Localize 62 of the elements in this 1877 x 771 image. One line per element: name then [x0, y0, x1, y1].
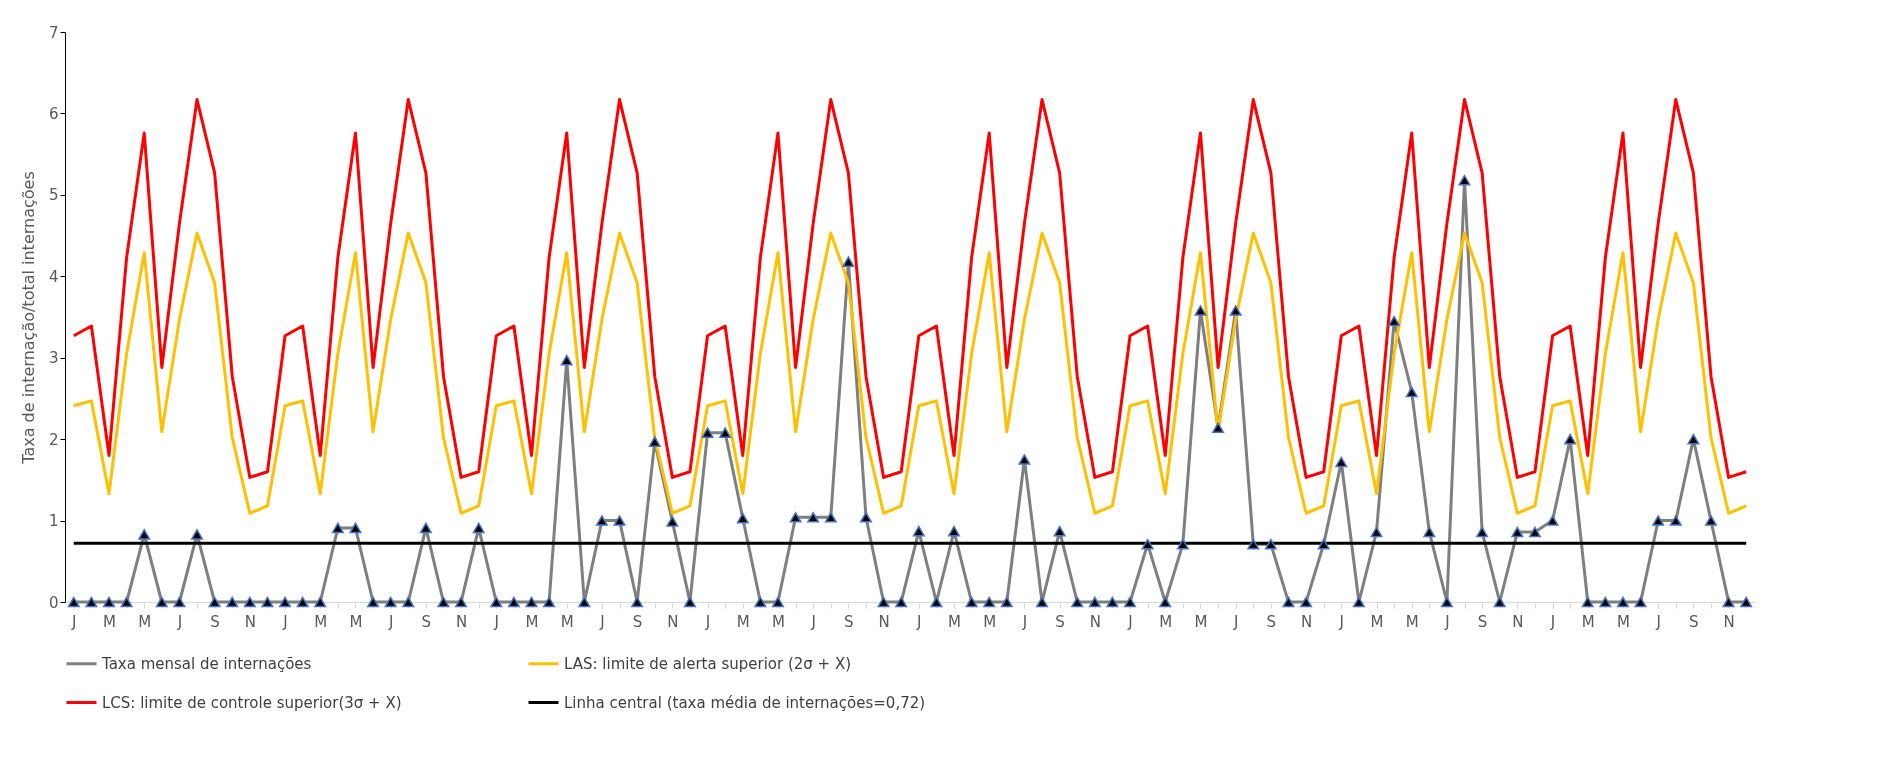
- x-tick-label: S: [210, 612, 220, 631]
- x-tick-label: M: [1370, 612, 1384, 631]
- y-tick-label: 0: [48, 593, 59, 612]
- x-tick-label: S: [844, 612, 854, 631]
- x-tick-label: S: [1689, 612, 1699, 631]
- y-tick-label: 1: [48, 512, 59, 531]
- x-tick-label: M: [1159, 612, 1173, 631]
- x-tick-label: J: [1549, 612, 1556, 631]
- x-tick-label: J: [1127, 612, 1133, 631]
- x-tick-label: M: [560, 612, 574, 631]
- x-tick-label: J: [810, 612, 816, 631]
- x-tick-label: J: [282, 612, 288, 631]
- x-tick-label: S: [1266, 612, 1277, 631]
- x-tick-label: M: [103, 612, 116, 631]
- x-tick-label: S: [632, 612, 643, 631]
- y-tick-label: 6: [48, 104, 59, 123]
- x-tick-label: M: [1616, 612, 1630, 631]
- x-tick-label: N: [878, 612, 890, 631]
- x-tick-label: N: [455, 612, 468, 631]
- x-tick-label: M: [525, 612, 539, 631]
- x-tick-label: M: [983, 612, 997, 631]
- x-tick-label: M: [314, 612, 328, 631]
- y-axis-title: Taxa de internação/total internações: [18, 171, 38, 465]
- y-tick-label: 3: [48, 349, 59, 368]
- x-tick-label: M: [948, 612, 961, 631]
- x-tick-label: J: [387, 612, 394, 631]
- legend-label: LCS: limite de controle superior(3σ + X): [102, 693, 402, 712]
- x-tick-label: J: [1338, 612, 1345, 631]
- y-tick-label: 5: [48, 186, 59, 205]
- x-tick-label: J: [1021, 612, 1028, 631]
- x-tick-label: J: [599, 612, 605, 631]
- x-tick-label: J: [1232, 612, 1239, 631]
- x-tick-label: J: [493, 612, 500, 631]
- x-tick-label: S: [1055, 612, 1065, 631]
- y-tick-label: 4: [48, 267, 59, 286]
- legend-label: Taxa mensal de internações: [101, 654, 312, 673]
- y-tick-label: 2: [48, 430, 59, 449]
- x-tick-label: S: [1477, 612, 1488, 631]
- line-series: [72, 98, 1748, 479]
- x-tick-label: J: [1655, 612, 1661, 631]
- x-tick-label: M: [771, 612, 785, 631]
- y-tick-label: 7: [48, 23, 59, 42]
- x-tick-label: N: [244, 612, 256, 631]
- x-tick-label: M: [138, 612, 152, 631]
- x-tick-label: N: [667, 612, 679, 631]
- x-tick-label: M: [349, 612, 363, 631]
- legend-label: Linha central (taxa média de internações=0,72): [564, 693, 926, 712]
- x-tick-label: N: [1512, 612, 1524, 631]
- x-tick-label: J: [1444, 612, 1450, 631]
- x-tick-label: N: [1300, 612, 1313, 631]
- x-tick-label: J: [176, 612, 183, 631]
- x-tick-label: S: [421, 612, 432, 631]
- x-tick-label: N: [1089, 612, 1101, 631]
- x-tick-label: M: [1405, 612, 1419, 631]
- x-tick-label: J: [71, 612, 77, 631]
- legend-label: LAS: limite de alerta superior (2σ + X): [564, 654, 852, 673]
- x-tick-label: N: [1723, 612, 1735, 631]
- x-tick-label: M: [736, 612, 750, 631]
- x-tick-label: J: [704, 612, 711, 631]
- x-tick-label: M: [1194, 612, 1208, 631]
- x-tick-label: M: [1581, 612, 1595, 631]
- x-tick-label: J: [916, 612, 922, 631]
